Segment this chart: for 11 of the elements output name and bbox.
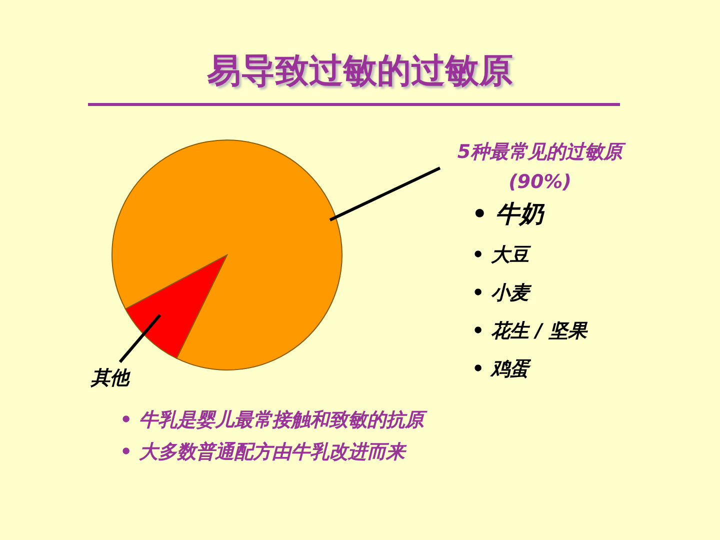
data-label: (90%) [508,171,572,193]
text: • 牛奶 [472,199,546,230]
slice-label: 其他 [90,367,131,389]
pie-slice [124,254,228,359]
slice-label: 5种最常见的过敏原 [457,141,627,163]
chart-title: 易导致过敏的过敏原 [206,50,514,93]
text: • 鸡蛋 [472,357,532,382]
text: • 大多数普通配方由牛乳改进而来 [120,440,408,465]
text: • 大豆 [472,243,532,268]
text: • 小麦 [472,281,533,306]
text: • 花生 / 坚果 [472,319,587,344]
